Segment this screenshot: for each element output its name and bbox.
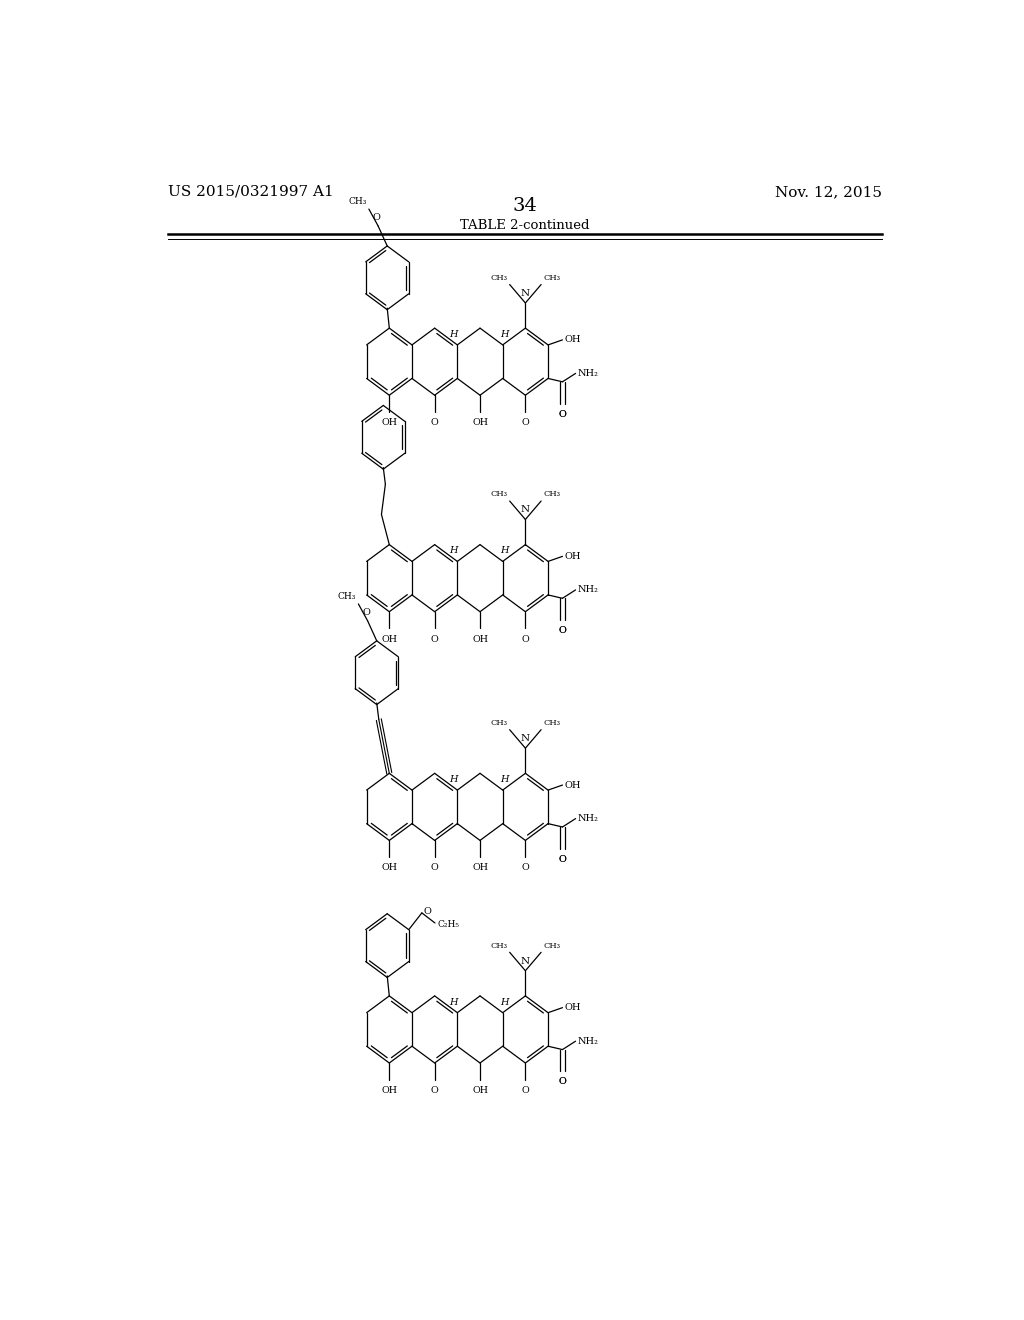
Text: H: H: [450, 998, 458, 1007]
Text: H: H: [500, 546, 508, 556]
Text: N: N: [521, 289, 530, 298]
Text: US 2015/0321997 A1: US 2015/0321997 A1: [168, 185, 334, 199]
Text: H: H: [450, 546, 458, 556]
Text: O: O: [521, 635, 529, 644]
Text: CH₃: CH₃: [543, 941, 560, 949]
Text: O: O: [559, 1077, 566, 1086]
Text: H: H: [500, 330, 508, 339]
Text: O: O: [431, 1086, 438, 1094]
Text: O: O: [521, 863, 529, 873]
Text: O: O: [558, 1077, 566, 1086]
Text: O: O: [559, 855, 566, 863]
Text: 34: 34: [512, 197, 538, 215]
Text: O: O: [521, 418, 529, 428]
Text: O: O: [373, 213, 381, 222]
Text: OH: OH: [472, 1086, 488, 1094]
Text: CH₃: CH₃: [490, 941, 508, 949]
Text: O: O: [558, 855, 566, 863]
Text: CH₃: CH₃: [338, 593, 356, 601]
Text: O: O: [558, 626, 566, 635]
Text: OH: OH: [564, 780, 581, 789]
Text: OH: OH: [381, 635, 397, 644]
Text: O: O: [558, 409, 566, 418]
Text: CH₃: CH₃: [543, 490, 560, 499]
Text: N: N: [521, 734, 530, 743]
Text: CH₃: CH₃: [490, 273, 508, 282]
Text: OH: OH: [564, 335, 581, 345]
Text: CH₃: CH₃: [543, 719, 560, 727]
Text: NH₂: NH₂: [578, 368, 599, 378]
Text: H: H: [500, 775, 508, 784]
Text: O: O: [431, 863, 438, 873]
Text: O: O: [362, 607, 371, 616]
Text: H: H: [450, 775, 458, 784]
Text: OH: OH: [564, 1003, 581, 1012]
Text: OH: OH: [472, 635, 488, 644]
Text: H: H: [500, 998, 508, 1007]
Text: O: O: [559, 626, 566, 635]
Text: O: O: [424, 907, 432, 916]
Text: OH: OH: [381, 863, 397, 873]
Text: Nov. 12, 2015: Nov. 12, 2015: [775, 185, 882, 199]
Text: OH: OH: [381, 1086, 397, 1094]
Text: OH: OH: [381, 418, 397, 428]
Text: CH₃: CH₃: [543, 273, 560, 282]
Text: N: N: [521, 506, 530, 515]
Text: C₂H₅: C₂H₅: [437, 920, 460, 929]
Text: H: H: [450, 330, 458, 339]
Text: CH₃: CH₃: [490, 490, 508, 499]
Text: O: O: [431, 418, 438, 428]
Text: NH₂: NH₂: [578, 1036, 599, 1045]
Text: CH₃: CH₃: [490, 719, 508, 727]
Text: N: N: [521, 957, 530, 966]
Text: NH₂: NH₂: [578, 814, 599, 824]
Text: O: O: [521, 1086, 529, 1094]
Text: CH₃: CH₃: [348, 198, 367, 206]
Text: NH₂: NH₂: [578, 585, 599, 594]
Text: OH: OH: [564, 552, 581, 561]
Text: OH: OH: [472, 863, 488, 873]
Text: O: O: [431, 635, 438, 644]
Text: TABLE 2-continued: TABLE 2-continued: [460, 219, 590, 232]
Text: OH: OH: [472, 418, 488, 428]
Text: O: O: [559, 409, 566, 418]
